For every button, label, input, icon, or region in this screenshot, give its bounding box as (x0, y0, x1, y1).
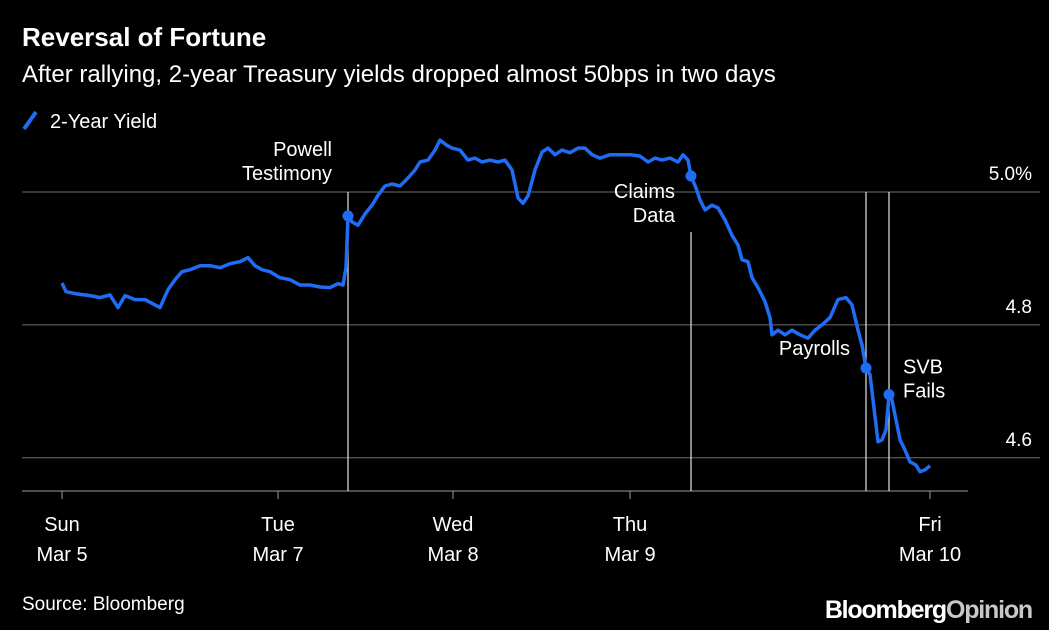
x-tick-label: Thu (613, 514, 647, 536)
annotation-dot (883, 389, 895, 401)
x-tick-label: Wed (433, 514, 474, 536)
x-tick-label: Mar 5 (36, 544, 87, 566)
chart-subtitle: After rallying, 2-year Treasury yields d… (22, 61, 776, 88)
annotation-label: SVB (903, 357, 943, 379)
x-tick-label: Mar 10 (899, 544, 961, 566)
y-tick-label: 4.8 (1006, 297, 1032, 318)
x-tick-label: Mar 9 (604, 544, 655, 566)
brand-suffix: Opinion (946, 596, 1032, 624)
annotation-label: Fails (903, 381, 945, 403)
annotation-label: Data (633, 205, 676, 227)
x-tick-label: Mar 7 (252, 544, 303, 566)
x-tick-label: Fri (918, 514, 941, 536)
x-tick-label: Sun (44, 514, 80, 536)
chart-title: Reversal of Fortune (22, 22, 266, 52)
annotation-label: Payrolls (779, 338, 850, 360)
y-tick-label: 5.0% (989, 164, 1032, 185)
legend-swatch (22, 110, 38, 131)
annotation-dot (860, 362, 872, 374)
annotation-label: Testimony (242, 163, 332, 185)
brand: BloombergOpinion (825, 596, 1032, 624)
annotation-label: Powell (273, 139, 332, 161)
y-tick-label: 4.6 (1006, 430, 1032, 451)
source: Source: Bloomberg (22, 594, 185, 615)
brand-main: Bloomberg (825, 596, 946, 624)
legend-label: 2-Year Yield (50, 111, 157, 133)
annotation-dot (685, 170, 697, 182)
series-line (60, 138, 932, 474)
x-tick-label: Tue (261, 514, 295, 536)
annotation-dot (342, 210, 354, 222)
annotation-label: Claims (614, 181, 675, 203)
x-tick-label: Mar 8 (427, 544, 478, 566)
